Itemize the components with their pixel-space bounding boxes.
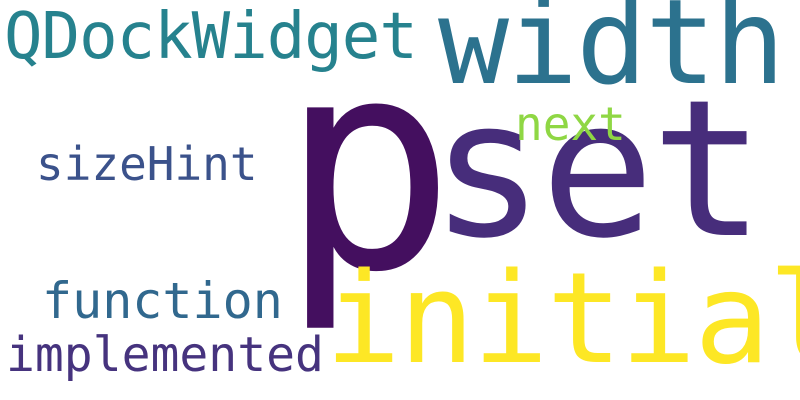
word-set: set	[430, 59, 765, 280]
word-function: function	[42, 272, 283, 330]
word-p: p	[280, 0, 456, 336]
word-initial: initial	[325, 245, 800, 392]
word-width: width	[438, 0, 785, 111]
word-qdockwidget: QDockWidget	[4, 0, 418, 74]
word-sizehint: sizeHint	[36, 137, 258, 191]
word-next: next	[515, 97, 626, 151]
word-implemented: implemented	[6, 327, 324, 383]
